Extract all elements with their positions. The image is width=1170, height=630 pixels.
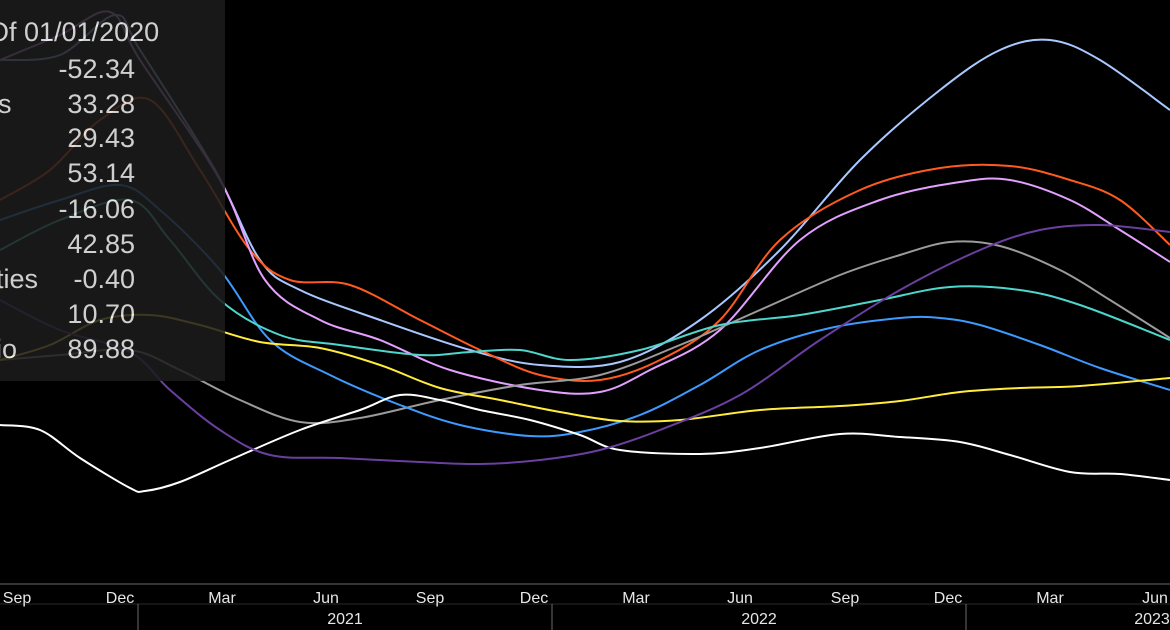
legend-series-value: 89.88 <box>67 334 135 364</box>
legend-row: 10.70 <box>0 297 225 331</box>
legend-series-value: 10.70 <box>67 299 135 329</box>
x-tick-label: Mar <box>1036 590 1064 607</box>
year-label: 2021 <box>327 611 363 628</box>
x-tick-label: Dec <box>934 590 962 607</box>
legend-row: s 33.28 <box>0 87 225 121</box>
x-tick-label: Jun <box>1142 590 1168 607</box>
x-tick-label: Dec <box>106 590 134 607</box>
legend-series-name: s <box>0 89 12 119</box>
legend-row: ties -0.40 <box>0 262 225 296</box>
legend-series-value: 29.43 <box>67 123 135 153</box>
x-tick-label: Sep <box>831 590 860 607</box>
legend-row: 29.43 <box>0 121 225 155</box>
series-line-8 <box>0 393 1170 493</box>
legend-series-value: 42.85 <box>67 229 135 259</box>
legend-row: -16.06 <box>0 192 225 226</box>
legend-panel: Of 01/01/2020 -52.34 s 33.28 29.43 53.14… <box>0 0 225 381</box>
legend-title: Of 01/01/2020 <box>0 17 160 47</box>
legend-row: 53.14 <box>0 156 225 190</box>
x-tick-label: Sep <box>3 590 32 607</box>
x-tick-label: Mar <box>208 590 236 607</box>
year-label: 2022 <box>741 611 777 628</box>
legend-series-value: -16.06 <box>58 194 135 224</box>
x-tick-label: Dec <box>520 590 548 607</box>
legend-series-value: -52.34 <box>58 54 135 84</box>
x-tick-label: Sep <box>416 590 445 607</box>
series-line-9 <box>0 223 1170 466</box>
legend-series-value: 33.28 <box>67 89 135 119</box>
legend-series-value: 53.14 <box>67 158 135 188</box>
legend-row: io 89.88 <box>0 332 225 366</box>
x-tick-label: Jun <box>313 590 339 607</box>
x-tick-label: Jun <box>727 590 753 607</box>
legend-series-name: ties <box>0 264 39 294</box>
legend-series-value: -0.40 <box>73 264 135 294</box>
legend-row: -52.34 <box>0 52 225 86</box>
year-label: 2023 <box>1134 611 1170 628</box>
legend-series-name: io <box>0 334 18 364</box>
legend-row: 42.85 <box>0 227 225 261</box>
x-tick-label: Mar <box>622 590 650 607</box>
